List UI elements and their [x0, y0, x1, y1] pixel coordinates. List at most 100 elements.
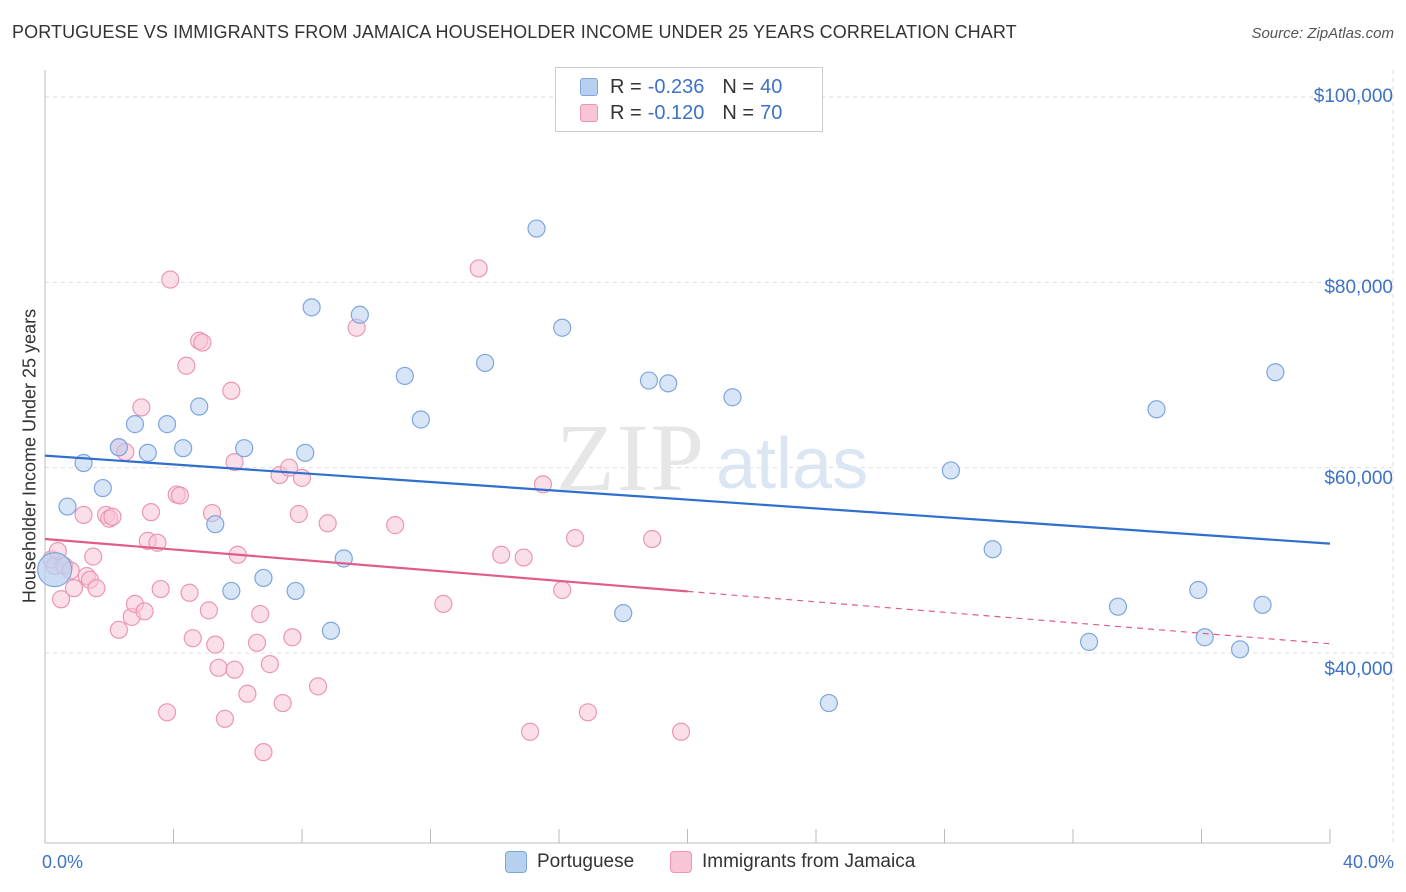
y-axis-label: Householder Income Under 25 years [19, 308, 40, 604]
jamaica-point [578, 703, 598, 722]
portuguese-point [553, 318, 572, 337]
jamaica-point [209, 658, 228, 677]
portuguese-point [37, 551, 73, 588]
trend-line-jamaica-extrapolated [687, 590, 1331, 645]
legend-swatch-blue [580, 78, 598, 96]
trend-line-jamaica [44, 537, 688, 593]
source-label: Source: ZipAtlas.com [1251, 25, 1394, 42]
jamaica-point [177, 356, 196, 375]
jamaica-point [183, 629, 202, 648]
portuguese-point [1189, 580, 1208, 600]
jamaica-point [643, 529, 662, 549]
portuguese-point [1253, 595, 1272, 614]
jamaica-point [87, 579, 106, 598]
jamaica-point [157, 703, 177, 722]
jamaica-point [225, 453, 244, 472]
legend-item-jamaica[interactable]: Immigrants from Jamaica [670, 851, 915, 873]
portuguese-point [527, 219, 546, 238]
jamaica-point [170, 486, 190, 505]
jamaica-point [84, 547, 103, 566]
jamaica-point [161, 270, 180, 289]
portuguese-point [190, 397, 209, 416]
jamaica-point [671, 722, 691, 741]
portuguese-point [157, 415, 177, 434]
portuguese-point [411, 410, 430, 429]
jamaica-point [180, 583, 199, 602]
portuguese-point [58, 497, 77, 516]
jamaica-point [51, 590, 71, 609]
jamaica-point [215, 709, 234, 728]
jamaica-point [514, 548, 533, 567]
legend-row-portuguese: R = -0.236 N = 40 [580, 75, 782, 99]
x-tick-max: 40.0% [1342, 852, 1394, 872]
jamaica-point [386, 516, 405, 535]
trend-line-portuguese [44, 454, 1331, 545]
portuguese-point [1147, 400, 1166, 419]
legend-item-portuguese[interactable]: Portuguese [505, 851, 634, 873]
series-portuguese-points [37, 219, 1285, 713]
portuguese-point [819, 693, 838, 713]
jamaica-point [434, 594, 453, 613]
jamaica-point [553, 580, 572, 600]
jamaica-point [109, 620, 128, 639]
portuguese-point [254, 568, 273, 588]
portuguese-point [350, 305, 369, 324]
legend-n-value: 70 [760, 101, 783, 124]
jamaica-point [247, 633, 267, 652]
jamaica-point [308, 677, 328, 696]
trend-lines [44, 454, 1331, 645]
portuguese-point [302, 298, 321, 317]
jamaica-point [222, 381, 241, 400]
y-tick-100000: $100,000 [1313, 86, 1393, 107]
watermark-atlas: atlas [716, 424, 868, 504]
legend-label: Immigrants from Jamaica [702, 851, 916, 872]
legend-swatch-pink [670, 851, 692, 873]
portuguese-point [1266, 363, 1285, 382]
legend-n-value: 40 [760, 75, 783, 98]
portuguese-point [93, 478, 112, 498]
jamaica-point [260, 655, 279, 674]
jamaica-point [238, 684, 257, 703]
jamaica-point [151, 579, 170, 599]
portuguese-point [125, 415, 145, 434]
y-tick-40000: $40,000 [1324, 659, 1393, 680]
portuguese-point [1079, 632, 1099, 651]
portuguese-point [639, 371, 659, 390]
jamaica-point [193, 333, 212, 352]
legend-r-value: -0.236 [647, 75, 705, 98]
jamaica-point [74, 505, 93, 525]
portuguese-point [174, 439, 193, 458]
portuguese-point [222, 581, 241, 601]
portuguese-point [723, 388, 742, 407]
jamaica-point [254, 743, 273, 762]
jamaica-point [251, 604, 270, 624]
legend-r-label: R = [610, 101, 642, 124]
jamaica-point [135, 602, 154, 621]
watermark: ZIP atlas [556, 404, 868, 511]
portuguese-point [1108, 597, 1128, 616]
series-legend: Portuguese Immigrants from Jamaica [0, 851, 1406, 877]
portuguese-point [321, 621, 341, 640]
portuguese-point [235, 439, 254, 458]
legend-swatch-pink [580, 104, 598, 122]
jamaica-point [520, 722, 540, 741]
jamaica-point [469, 259, 488, 278]
portuguese-point [1230, 640, 1250, 659]
jamaica-point [273, 693, 292, 713]
jamaica-point [225, 660, 244, 679]
legend-r-value: -0.120 [647, 101, 705, 124]
portuguese-point [395, 366, 414, 386]
y-tick-60000: $60,000 [1324, 468, 1393, 489]
jamaica-point [492, 545, 511, 564]
portuguese-point [614, 604, 633, 623]
jamaica-point [141, 503, 161, 522]
portuguese-point [296, 443, 315, 462]
jamaica-point [283, 628, 302, 647]
jamaica-point [199, 601, 218, 620]
jamaica-point [206, 635, 225, 654]
x-tick-min: 0.0% [42, 852, 84, 872]
portuguese-point [138, 443, 157, 462]
portuguese-point [659, 374, 678, 393]
legend-label: Portuguese [537, 851, 635, 872]
